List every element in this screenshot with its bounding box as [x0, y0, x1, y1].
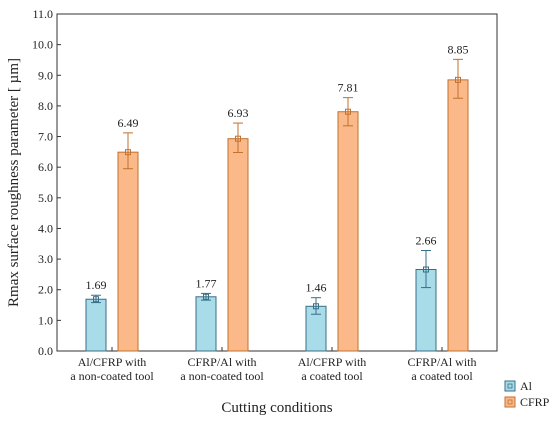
mean-marker [235, 135, 241, 142]
category-label: CFRP/Al with [407, 355, 476, 369]
legend-swatch-al [504, 380, 516, 392]
y-tick-label: 9.0 [38, 68, 53, 82]
y-tick-label: 5.0 [38, 191, 53, 205]
data-label: 1.46 [306, 281, 327, 295]
mean-marker [455, 76, 461, 83]
bar-al [195, 296, 217, 352]
y-tick-label: 7.0 [38, 130, 53, 144]
plot-frame [56, 13, 498, 352]
bars: 1.69 1.77 1.46 2.66 6.49 6.93 7.81 8.85 [85, 42, 469, 352]
category-label: a coated tool [301, 369, 363, 383]
mean-marker [423, 266, 429, 273]
y-tick-label: 8.0 [38, 99, 53, 113]
legend: Al CFRP [504, 379, 550, 409]
bar-cfrp [117, 151, 139, 352]
category-label: a non-coated tool [70, 369, 154, 383]
y-tick-label: 3.0 [38, 252, 53, 266]
y-tick-label: 6.0 [38, 160, 53, 174]
y-tick-label: 4.0 [38, 221, 53, 235]
legend-marker-cfrp [507, 399, 513, 405]
y-axis-title: Rmax surface roughness parameter [ µm] [6, 58, 22, 307]
y-tick-label: 2.0 [38, 283, 53, 297]
data-label: 1.77 [196, 276, 217, 290]
mean-marker [203, 293, 209, 300]
category-label: a coated tool [411, 369, 473, 383]
legend-label-al: Al [520, 379, 533, 393]
bar-cfrp [337, 111, 359, 352]
category-label: Al/CFRP with [298, 355, 367, 369]
data-label: 6.49 [118, 116, 139, 130]
y-tick-label: 0.0 [38, 344, 53, 358]
mean-marker [313, 303, 319, 310]
mean-marker [125, 149, 131, 156]
y-tick-label: 1.0 [38, 313, 53, 327]
data-label: 1.69 [86, 278, 107, 292]
y-tick-label: 11.0 [32, 7, 53, 21]
data-label: 6.93 [228, 106, 249, 120]
legend-label-cfrp: CFRP [520, 395, 550, 409]
mean-marker [93, 296, 99, 303]
bar-cfrp [227, 138, 249, 352]
bar-cfrp [447, 79, 469, 352]
data-label: 7.81 [338, 81, 359, 95]
legend-swatch-cfrp [504, 396, 516, 408]
category-label: a non-coated tool [180, 369, 264, 383]
category-label: Al/CFRP with [78, 355, 147, 369]
legend-marker-al [507, 383, 513, 389]
data-label: 2.66 [416, 234, 437, 248]
y-tick-label: 10.0 [32, 38, 53, 52]
mean-marker [345, 108, 351, 115]
y-axis-ticks: 0.0 1.0 2.0 3.0 4.0 5.0 6.0 7.0 8.0 9.0 10.0 11.0 [32, 7, 61, 358]
data-label: 8.85 [448, 42, 469, 56]
plot-border [56, 13, 498, 352]
category-label: CFRP/Al with [187, 355, 256, 369]
x-axis-title: Cutting conditions [221, 400, 332, 416]
bar-al [85, 298, 107, 352]
